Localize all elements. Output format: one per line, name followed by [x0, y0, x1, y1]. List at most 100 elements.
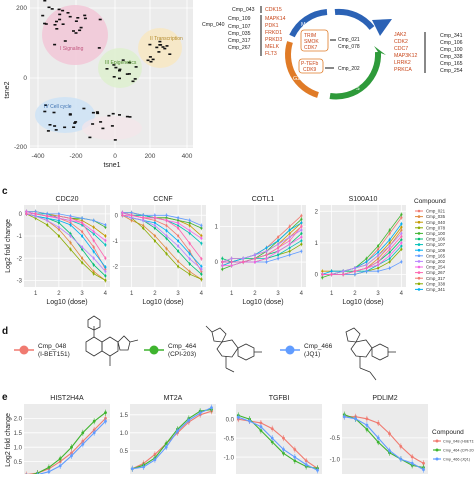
data-point [221, 264, 224, 267]
data-point [104, 419, 107, 423]
title-strip [220, 193, 306, 204]
legend-swatch-dot [435, 448, 439, 452]
data-point [277, 250, 280, 253]
data-point [321, 270, 324, 273]
panel-label-c: c [2, 186, 8, 197]
data-point [259, 421, 263, 425]
tsne-point [50, 8, 54, 10]
y-tick-label: 0 [115, 213, 119, 219]
data-point [81, 230, 84, 233]
right-gene: CDK2 [394, 39, 408, 45]
data-point [177, 239, 180, 242]
data-point [300, 214, 303, 217]
legend-swatch-dot [417, 288, 421, 291]
tsne-point [128, 116, 132, 118]
data-point [69, 234, 72, 238]
data-point [92, 257, 95, 260]
data-point [165, 224, 168, 227]
data-point [69, 241, 72, 244]
data-point [81, 234, 84, 238]
data-point [104, 243, 107, 246]
data-point [177, 234, 180, 237]
cycle-arc-g1 [334, 8, 375, 30]
left-gene: MAPK14 [265, 16, 286, 22]
series-line [132, 407, 212, 470]
data-point [265, 253, 268, 256]
right-gene: LRRK2 [394, 60, 411, 66]
data-point [153, 216, 156, 219]
data-point [388, 257, 391, 260]
data-point [342, 415, 346, 419]
cycle-left-list: Cmp_043 CDK15 Cmp_109 MAPK14 Cmp_040 PDK… [202, 7, 286, 57]
tsne-point [58, 13, 62, 16]
data-point [188, 229, 191, 232]
left-gene: MELK [265, 44, 280, 50]
tsne-point [41, 14, 45, 17]
data-point [200, 273, 203, 276]
data-point [188, 219, 191, 222]
left-cmp: Cmp_107 [228, 24, 251, 30]
data-point [330, 270, 333, 273]
data-point [57, 212, 61, 215]
cluster-label-signaling: I Signaling [60, 46, 84, 52]
inner-box-trim [300, 29, 329, 52]
data-point [365, 267, 368, 270]
data-point [388, 244, 391, 248]
tsne-point [161, 46, 165, 48]
title-strip [24, 392, 110, 403]
data-point [288, 239, 291, 242]
data-point [293, 455, 297, 459]
data-point [69, 232, 72, 235]
y-tick-label: -3 [17, 279, 23, 285]
data-point [400, 244, 403, 248]
data-point [92, 219, 95, 222]
y-tick-label: -1 [17, 234, 23, 240]
data-point [400, 238, 403, 241]
data-point [288, 243, 291, 246]
tsne-point [149, 60, 153, 63]
tsne-y-tick: 0 [23, 75, 27, 82]
data-point [400, 248, 403, 251]
data-point [248, 419, 252, 423]
data-point [376, 421, 380, 425]
data-point [130, 219, 133, 222]
legend-label: Cmp_106 [426, 237, 446, 242]
tsne-xlabel: tsne1 [103, 162, 120, 169]
data-point [277, 239, 280, 242]
series-line [222, 236, 302, 267]
chart-pdlim2: PDLIM2 -0.5 -1.0 [330, 392, 428, 476]
tsne-point [61, 9, 65, 12]
tsne-point [125, 115, 129, 118]
cluster-label-cell-cycle: IV Cell cycle [44, 104, 72, 110]
title-strip [236, 392, 322, 403]
x-tick-label: 1 [330, 291, 334, 297]
plot-area [342, 404, 428, 476]
x-tick-label: 4 [200, 291, 204, 297]
cluster-epigenetics [98, 48, 142, 88]
tsne-point [125, 73, 129, 75]
legend-label: Cmp_021 [426, 209, 446, 214]
data-point [200, 257, 203, 260]
data-point [388, 251, 391, 254]
data-point [57, 219, 61, 222]
series-line [322, 233, 402, 275]
y-tick-label: 1 [215, 225, 219, 231]
panel-label-d: d [2, 326, 8, 337]
data-point [69, 248, 72, 251]
data-point [282, 451, 285, 455]
data-point [58, 457, 62, 461]
tsne-point [74, 32, 78, 34]
legend-swatch-dot [417, 243, 421, 246]
data-point [388, 254, 391, 257]
y-tick-label: -0.5 [330, 436, 341, 442]
x-tick-label: 3 [176, 291, 180, 297]
legend-swatch-dot [417, 282, 421, 286]
data-point [177, 224, 180, 227]
tsne-y-tick: -200 [14, 144, 27, 151]
data-point [353, 267, 356, 270]
title-strip [24, 193, 110, 204]
data-point [270, 436, 274, 440]
data-point [400, 241, 403, 244]
tsne-point [146, 59, 150, 62]
data-point [270, 440, 274, 444]
